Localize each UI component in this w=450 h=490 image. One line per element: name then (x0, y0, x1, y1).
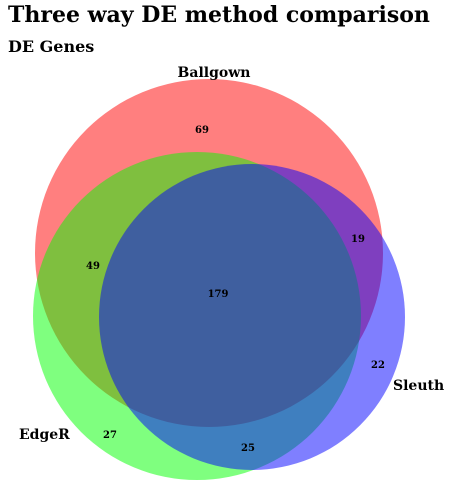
sleuth-circle (99, 164, 405, 470)
count-all-three: 179 (208, 289, 229, 300)
count-ballgown-sleuth: 19 (351, 234, 365, 245)
ballgown-set-label: Ballgown (178, 65, 251, 81)
page-title: Three way DE method comparison (8, 2, 430, 28)
page-subtitle: DE Genes (8, 37, 95, 56)
count-edger-sleuth: 25 (241, 443, 255, 454)
count-edger-only: 27 (103, 430, 117, 441)
count-sleuth-only: 22 (371, 360, 385, 371)
count-ballgown-only: 69 (195, 125, 209, 136)
sleuth-set-label: Sleuth (393, 378, 444, 394)
edger-set-label: EdgeR (19, 427, 70, 443)
count-ballgown-edger: 49 (86, 261, 100, 272)
